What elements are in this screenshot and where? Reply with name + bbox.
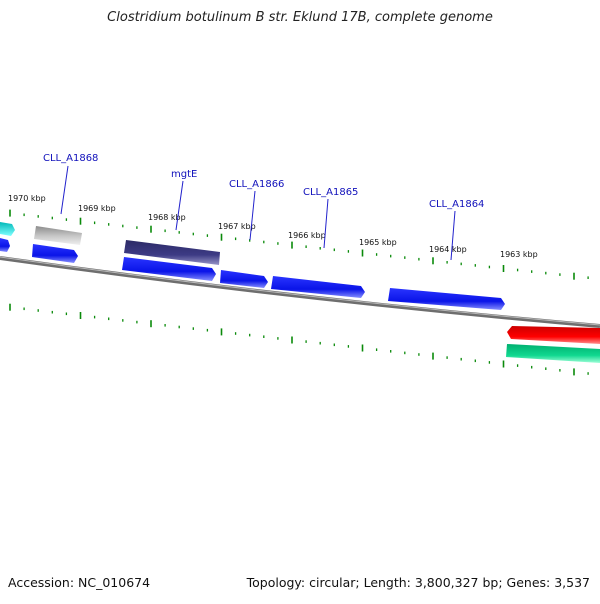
gene-arrow-cll-a1865[interactable] — [271, 276, 365, 298]
leader-line — [60, 165, 69, 215]
gene-label-cll-a1865[interactable]: CLL_A1865 — [303, 187, 358, 198]
genome-backbone — [0, 256, 600, 328]
kbp-label: 1968 kbp — [148, 213, 186, 222]
genome-title: Clostridium botulinum B str. Eklund 17B,… — [107, 10, 493, 25]
leader-line — [175, 180, 184, 231]
kbp-label: 1970 kbp — [8, 194, 46, 203]
gene-arrow-green[interactable] — [506, 344, 600, 363]
gene-arrow-mgte[interactable] — [124, 240, 220, 265]
gene-arrow-left-edge[interactable] — [0, 238, 10, 252]
kbp-label: 1969 kbp — [78, 204, 116, 213]
gene-arrow-red[interactable] — [507, 326, 600, 344]
gene-arrow-blue-2[interactable] — [122, 257, 216, 281]
gene-arrow-gray[interactable] — [34, 226, 82, 245]
leader-line — [323, 198, 329, 249]
kbp-label: 1963 kbp — [500, 250, 538, 259]
kbp-label: 1967 kbp — [218, 222, 256, 231]
kbp-label: 1965 kbp — [359, 238, 397, 247]
kbp-labels: 1970 kbp 1969 kbp 1968 kbp 1967 kbp 1966… — [8, 194, 538, 259]
gene-labels: CLL_A1868 mgtE CLL_A1866 CLL_A1865 CLL_A… — [43, 153, 484, 261]
kbp-label: 1964 kbp — [429, 245, 467, 254]
gene-label-cll-a1864[interactable]: CLL_A1864 — [429, 199, 484, 210]
gene-label-cll-a1866[interactable]: CLL_A1866 — [229, 179, 284, 190]
accession-text: Accession: NC_010674 — [8, 575, 151, 590]
gene-arrow-cll-a1866[interactable] — [220, 270, 268, 288]
gene-arrow-cll-a1864[interactable] — [388, 288, 505, 310]
gene-label-mgte[interactable]: mgtE — [171, 169, 197, 180]
forward-strand-genes — [0, 222, 220, 265]
inner-tick-marks — [9, 303, 589, 376]
lower-strand-genes — [506, 326, 600, 363]
genome-summary-text: Topology: circular; Length: 3,800,327 bp… — [246, 575, 590, 590]
gene-arrow-cll-a1868[interactable] — [32, 244, 78, 263]
kbp-label: 1966 kbp — [288, 231, 326, 240]
gene-arrow-cyan[interactable] — [0, 222, 15, 236]
leader-line — [249, 190, 256, 241]
reverse-strand-genes — [0, 238, 505, 310]
gene-label-cll-a1868[interactable]: CLL_A1868 — [43, 153, 98, 164]
genome-backbone-highlight — [0, 256, 600, 326]
outer-tick-marks — [9, 209, 589, 280]
leader-line — [450, 210, 456, 261]
